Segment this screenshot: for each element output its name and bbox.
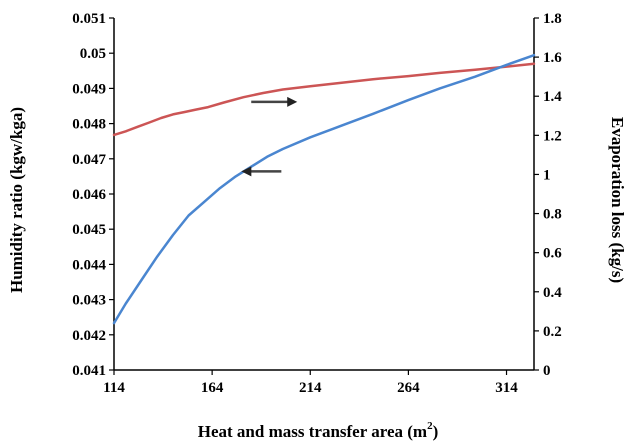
x-axis-title: Heat and mass transfer area (m2) — [198, 420, 438, 441]
y-right-tick-label: 0.4 — [543, 285, 562, 301]
x-tick-label: 114 — [103, 380, 125, 396]
y-left-tick-label: 0.047 — [72, 152, 106, 168]
x-tick-label: 314 — [495, 380, 518, 396]
x-axis-ticks: 114 164 214 264 314 — [103, 370, 518, 396]
series-layer — [112, 53, 536, 325]
right-axis-ticks: 0 0.2 0.4 0.6 0.8 1 1.2 1.4 1.6 1.8 — [534, 11, 562, 379]
y-right-axis-title: Evaporation loss (kg/s) — [608, 117, 627, 283]
y-left-tick-label: 0.043 — [72, 293, 106, 309]
y-right-tick-label: 0.6 — [543, 246, 562, 262]
y-left-tick-label: 0.042 — [72, 328, 106, 344]
series-line-humidity-ratio — [112, 62, 536, 137]
x-tick-label: 214 — [299, 380, 322, 396]
y-right-tick-label: 0.8 — [543, 207, 562, 223]
y-left-tick-label: 0.05 — [80, 46, 106, 62]
x-axis-title-close: ) — [433, 422, 439, 441]
y-right-tick-label: 0 — [543, 363, 551, 379]
left-axis-ticks: 0.041 0.042 0.043 0.044 0.045 0.046 0.047 0.048… — [72, 11, 114, 379]
x-axis-title-main: Heat and mass transfer area (m — [198, 422, 427, 441]
y-left-tick-label: 0.041 — [72, 363, 106, 379]
series-line-evaporation-loss — [112, 53, 536, 325]
arrowhead-right — [287, 96, 298, 107]
y-right-tick-label: 1.6 — [543, 50, 562, 66]
y-right-tick-label: 0.2 — [543, 324, 562, 340]
x-tick-label: 264 — [397, 380, 420, 396]
y-right-tick-label: 1 — [543, 167, 551, 183]
y-left-tick-label: 0.051 — [72, 11, 106, 27]
y-right-tick-label: 1.4 — [543, 89, 562, 105]
y-left-tick-label: 0.049 — [72, 81, 106, 97]
y-right-tick-label: 1.8 — [543, 11, 562, 27]
y-left-tick-label: 0.048 — [72, 117, 106, 133]
annotation-layer — [241, 96, 298, 177]
y-left-tick-label: 0.044 — [72, 257, 106, 273]
arrowhead-left — [241, 166, 252, 177]
y-left-tick-label: 0.045 — [72, 222, 106, 238]
y-left-tick-label: 0.046 — [72, 187, 106, 203]
x-axis-title-superscript: 2 — [427, 420, 433, 432]
y-left-axis-title: Humidity ratio (kgw/kga) — [7, 107, 26, 293]
y-right-tick-label: 1.2 — [543, 128, 562, 144]
x-tick-label: 164 — [201, 380, 224, 396]
